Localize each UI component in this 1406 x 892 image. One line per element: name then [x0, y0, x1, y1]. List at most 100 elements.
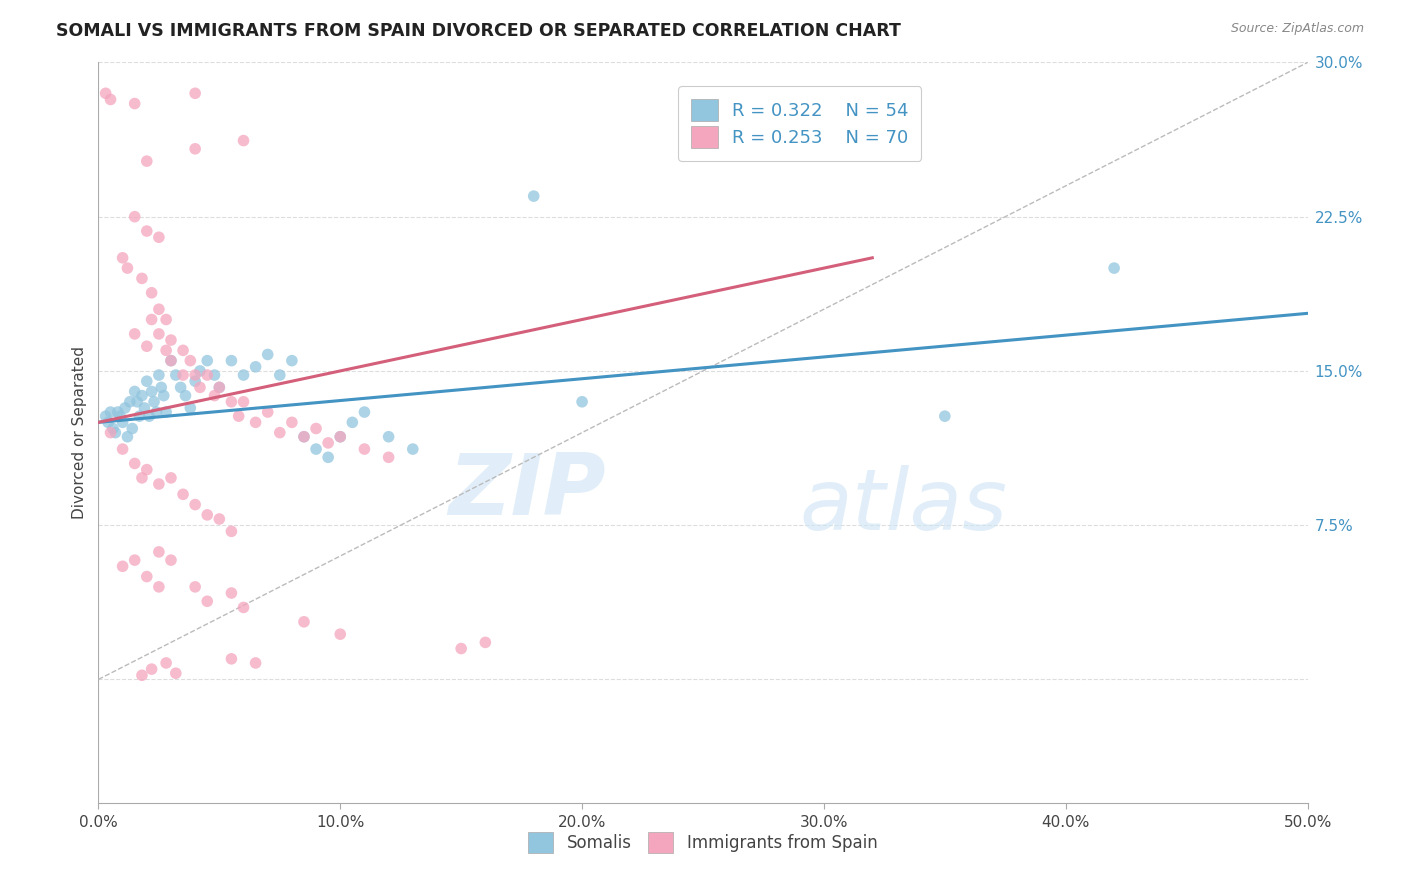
Point — [221, 394, 243, 409]
Point — [184, 142, 207, 156]
Point — [256, 347, 278, 361]
Text: SOMALI VS IMMIGRANTS FROM SPAIN DIVORCED OR SEPARATED CORRELATION CHART: SOMALI VS IMMIGRANTS FROM SPAIN DIVORCED… — [56, 22, 901, 40]
Point — [135, 339, 157, 353]
Point — [172, 487, 194, 501]
Point — [316, 436, 339, 450]
Point — [150, 380, 173, 394]
Point — [135, 154, 157, 169]
Point — [221, 353, 243, 368]
Point — [117, 430, 139, 444]
Point — [160, 471, 183, 485]
Y-axis label: Divorced or Separated: Divorced or Separated — [72, 346, 87, 519]
Point — [245, 415, 267, 429]
Point — [117, 261, 139, 276]
Point — [128, 409, 150, 424]
Point — [111, 442, 134, 456]
Point — [141, 384, 163, 399]
Point — [195, 353, 218, 368]
Point — [172, 368, 194, 382]
Point — [118, 394, 141, 409]
Point — [179, 353, 201, 368]
Point — [135, 374, 157, 388]
Point — [184, 498, 207, 512]
Point — [188, 380, 211, 394]
Point — [292, 430, 315, 444]
Point — [135, 462, 157, 476]
Point — [232, 600, 254, 615]
Point — [148, 368, 170, 382]
Point — [124, 210, 146, 224]
Point — [160, 353, 183, 368]
Point — [141, 312, 163, 326]
Point — [160, 553, 183, 567]
Point — [402, 442, 425, 456]
Point — [204, 368, 226, 382]
Point — [474, 635, 496, 649]
Point — [100, 93, 122, 107]
Point — [232, 394, 254, 409]
Point — [353, 405, 375, 419]
Point — [179, 401, 201, 415]
Point — [94, 409, 117, 424]
Point — [124, 553, 146, 567]
Point — [232, 368, 254, 382]
Point — [571, 394, 593, 409]
Point — [141, 662, 163, 676]
Point — [269, 425, 291, 440]
Point — [221, 586, 243, 600]
Point — [131, 271, 153, 285]
Point — [155, 312, 177, 326]
Point — [111, 251, 134, 265]
Point — [141, 285, 163, 300]
Point — [138, 409, 160, 424]
Point — [97, 415, 120, 429]
Point — [111, 415, 134, 429]
Point — [148, 230, 170, 244]
Point — [184, 374, 207, 388]
Point — [195, 594, 218, 608]
Point — [292, 615, 315, 629]
Point — [155, 343, 177, 358]
Text: atlas: atlas — [800, 465, 1008, 549]
Point — [100, 425, 122, 440]
Point — [131, 471, 153, 485]
Point — [195, 508, 218, 522]
Point — [377, 430, 399, 444]
Point — [148, 477, 170, 491]
Point — [329, 430, 352, 444]
Point — [131, 389, 153, 403]
Text: ZIP: ZIP — [449, 450, 606, 533]
Point — [101, 421, 124, 435]
Point — [934, 409, 956, 424]
Point — [148, 580, 170, 594]
Point — [342, 415, 364, 429]
Point — [135, 569, 157, 583]
Point — [245, 656, 267, 670]
Point — [228, 409, 250, 424]
Point — [232, 134, 254, 148]
Point — [450, 641, 472, 656]
Point — [353, 442, 375, 456]
Point — [124, 326, 146, 341]
Point — [100, 405, 122, 419]
Point — [165, 368, 187, 382]
Point — [148, 545, 170, 559]
Point — [172, 343, 194, 358]
Point — [245, 359, 267, 374]
Point — [152, 389, 174, 403]
Point — [292, 430, 315, 444]
Point — [148, 302, 170, 317]
Point — [124, 96, 146, 111]
Point — [169, 380, 191, 394]
Point — [221, 652, 243, 666]
Point — [195, 368, 218, 382]
Point — [127, 394, 149, 409]
Point — [124, 457, 146, 471]
Point — [174, 389, 197, 403]
Point — [256, 405, 278, 419]
Point — [160, 353, 183, 368]
Point — [108, 409, 131, 424]
Point — [104, 425, 127, 440]
Point — [208, 380, 231, 394]
Point — [184, 87, 207, 101]
